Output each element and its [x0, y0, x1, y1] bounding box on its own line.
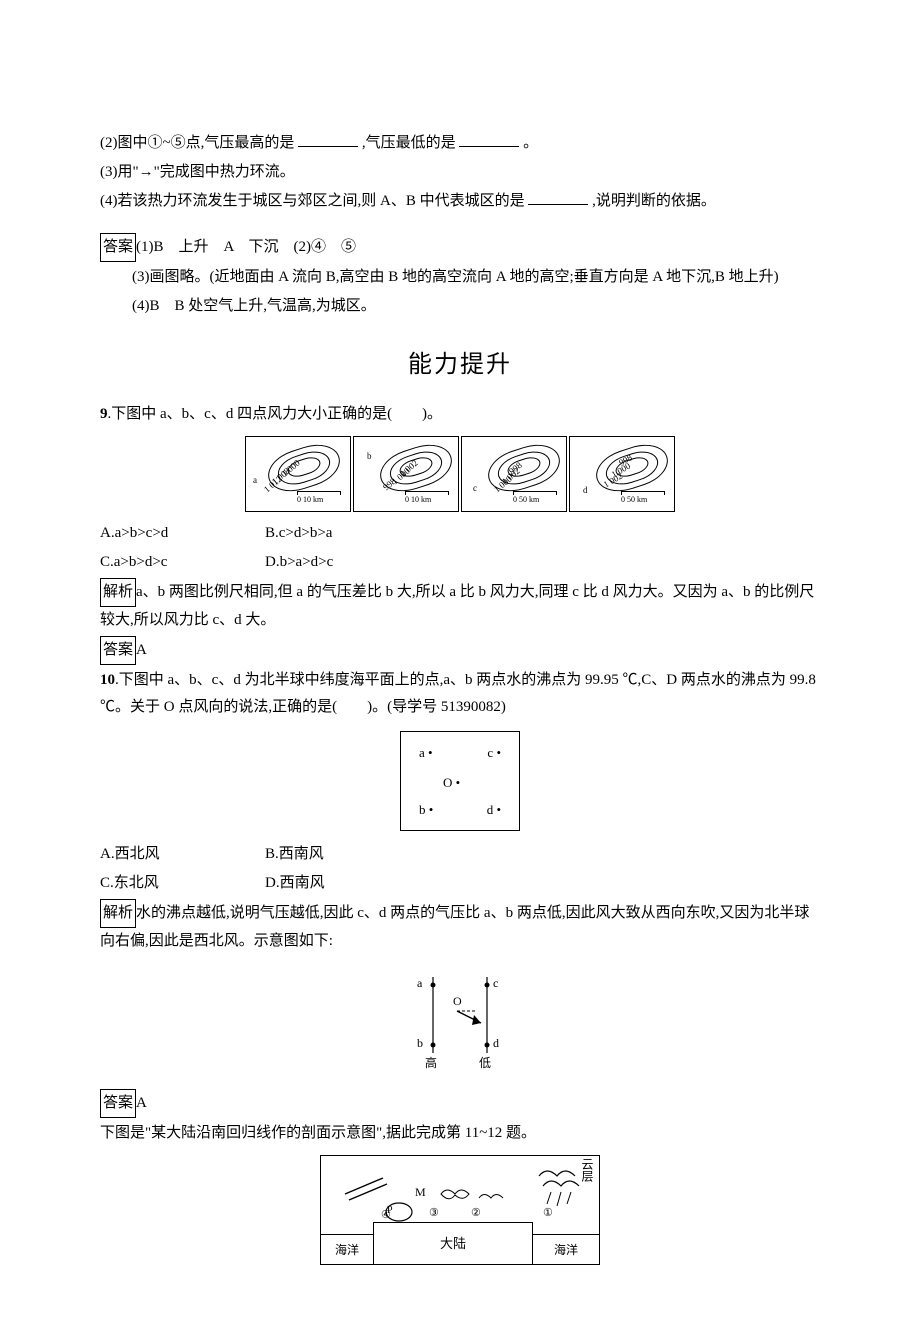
text: 。 — [523, 135, 538, 151]
text: (2)图中①~⑤点,气压最高的是 — [100, 135, 294, 151]
fig-b: b 998 1 000 1 002 0 10 km — [353, 436, 459, 512]
q10-figure: a • c • O • b • d • — [400, 731, 520, 831]
pt-d: d — [493, 1037, 499, 1049]
label-yun: 云层 — [581, 1158, 593, 1182]
label-high: 高 — [425, 1057, 437, 1069]
scale-text: 0 50 km — [621, 495, 647, 504]
pt-c: c • — [487, 746, 501, 759]
q9-answer: 答案A — [100, 636, 820, 665]
opt-d: D.西南风 — [265, 870, 430, 897]
answer-label: 答案 — [100, 233, 136, 262]
q9-options-row1: A.a>b>c>d B.c>d>b>a — [100, 520, 820, 547]
answer-label: 答案 — [100, 1089, 136, 1118]
answer-label: 答案 — [100, 636, 136, 665]
q10-stem: 10.下图中 a、b、c、d 为北半球中纬度海平面上的点,a、b 两点水的沸点为… — [100, 667, 820, 721]
q10-options-row1: A.西北风 B.西南风 — [100, 841, 820, 868]
opt-c: C.a>b>d>c — [100, 549, 265, 576]
pt-label: d — [583, 486, 588, 495]
q9-figure: a 1 012 1 008 1 000 0 10 km b 998 1 000 … — [100, 436, 820, 512]
jiexi-text: 水的沸点越低,说明气压越低,因此 c、d 两点的气压比 a、b 两点低,因此风大… — [100, 905, 809, 949]
fig-a: a 1 012 1 008 1 000 0 10 km — [245, 436, 351, 512]
answer-block: 答案(1)B 上升 A 下沉 (2)④ ⑤ — [100, 233, 820, 262]
q-num: 9 — [100, 406, 108, 422]
fig-d: d 998 1 000 1 002 0 50 km — [569, 436, 675, 512]
pt-b: b — [417, 1037, 423, 1049]
q10-answer: 答案A — [100, 1089, 820, 1118]
q-line-4: (4)若该热力环流发生于城区与郊区之间,则 A、B 中代表城区的是 ,说明判断的… — [100, 188, 820, 215]
label-1: ① — [543, 1208, 553, 1219]
label-4: ④ — [381, 1210, 391, 1221]
label-m: M — [415, 1186, 426, 1198]
answer-line: (4)B B 处空气上升,气温高,为城区。 — [100, 293, 820, 320]
opt-a: A.a>b>c>d — [100, 520, 265, 547]
q-line-3: (3)用"→"完成图中热力环流。 — [100, 159, 820, 186]
opt-d: D.b>a>d>c — [265, 549, 430, 576]
blank — [298, 132, 358, 147]
pt-label: a — [253, 476, 257, 485]
scale-bar: 0 50 km — [513, 491, 557, 504]
blank — [528, 190, 588, 205]
label-3: ③ — [429, 1208, 439, 1219]
text: ,说明判断的依据。 — [592, 193, 716, 209]
answer-text: A — [136, 1095, 147, 1111]
q10-diagram: a b c d O 高 低 — [395, 963, 525, 1081]
opt-b: B.c>d>b>a — [265, 520, 430, 547]
q-num: 10 — [100, 672, 115, 688]
answer-text: (1)B 上升 A 下沉 (2)④ ⑤ — [136, 239, 356, 255]
pt-d: d • — [487, 803, 501, 816]
scale-text: 0 10 km — [405, 495, 431, 504]
label-2: ② — [471, 1208, 481, 1219]
q9-jiexi: 解析a、b 两图比例尺相同,但 a 的气压差比 b 大,所以 a 比 b 风力大… — [100, 578, 820, 634]
scale-bar: 0 50 km — [621, 491, 665, 504]
jiexi-text: a、b 两图比例尺相同,但 a 的气压差比 b 大,所以 a 比 b 风力大,同… — [100, 584, 814, 628]
scale-bar: 0 10 km — [297, 491, 341, 504]
jiexi-label: 解析 — [100, 899, 136, 928]
q10-jiexi: 解析水的沸点越低,说明气压越低,因此 c、d 两点的气压比 a、b 两点低,因此… — [100, 899, 820, 955]
blank — [459, 132, 519, 147]
pt-a: a — [417, 977, 422, 989]
pt-a: a • — [419, 746, 433, 759]
text: ,气压最低的是 — [362, 135, 456, 151]
q9-stem: 9.下图中 a、b、c、d 四点风力大小正确的是( )。 — [100, 401, 820, 428]
q10-options-row2: C.东北风 D.西南风 — [100, 870, 820, 897]
scale-text: 0 10 km — [297, 495, 323, 504]
answer-text: A — [136, 642, 147, 658]
q-text: .下图中 a、b、c、d 四点风力大小正确的是( )。 — [108, 406, 443, 422]
pt-o: O • — [443, 776, 460, 789]
q11-intro: 下图是"某大陆沿南回归线作的剖面示意图",据此完成第 11~12 题。 — [100, 1120, 820, 1147]
q-text: .下图中 a、b、c、d 为北半球中纬度海平面上的点,a、b 两点水的沸点为 9… — [100, 672, 816, 715]
cross-section-figure: 海洋 大陆 海洋 M P ④ ③ ② ① 云层 — [320, 1155, 600, 1265]
pt-label: c — [473, 484, 477, 493]
pt-c: c — [493, 977, 498, 989]
answer-line: (3)画图略。(近地面由 A 流向 B,高空由 B 地的高空流向 A 地的高空;… — [100, 264, 820, 291]
diagram-svg — [395, 963, 525, 1081]
opt-b: B.西南风 — [265, 841, 430, 868]
label-low: 低 — [479, 1057, 491, 1069]
opt-c: C.东北风 — [100, 870, 265, 897]
fig-c: c 1 000 1 002 998 0 50 km — [461, 436, 567, 512]
scale-bar: 0 10 km — [405, 491, 449, 504]
jiexi-label: 解析 — [100, 578, 136, 607]
section-title: 能力提升 — [100, 344, 820, 387]
q-line-2: (2)图中①~⑤点,气压最高的是 ,气压最低的是 。 — [100, 130, 820, 157]
pt-label: b — [367, 452, 372, 461]
text: (4)若该热力环流发生于城区与郊区之间,则 A、B 中代表城区的是 — [100, 193, 525, 209]
pt-o: O — [453, 995, 462, 1007]
opt-a: A.西北风 — [100, 841, 265, 868]
q9-options-row2: C.a>b>d>c D.b>a>d>c — [100, 549, 820, 576]
cross-svg — [321, 1156, 601, 1266]
pt-b: b • — [419, 803, 433, 816]
scale-text: 0 50 km — [513, 495, 539, 504]
